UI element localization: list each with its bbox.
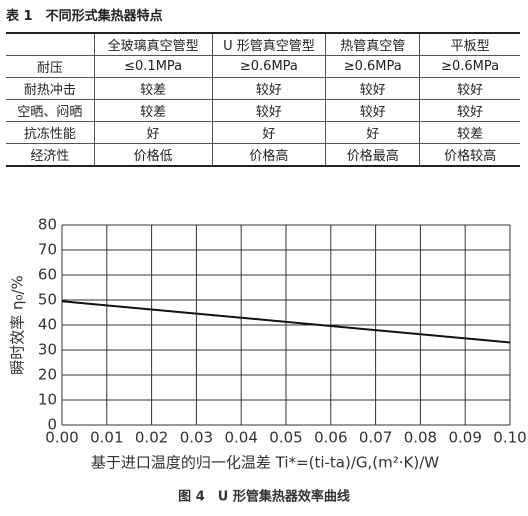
table-cell: 较好 xyxy=(419,77,520,100)
header-row: 全玻璃真空管型 U 形管真空管型 热管真空管 平板型 xyxy=(6,32,520,56)
table-cell: 较好 xyxy=(325,99,420,122)
data-line xyxy=(61,300,511,344)
chart-caption: 图 4 U 形管集热器效率曲线 xyxy=(178,489,350,505)
table-cell: 空晒、闷晒 xyxy=(6,99,95,122)
y-tick-label: 10 xyxy=(38,391,57,409)
x-tick-label: 0.00 xyxy=(45,429,78,447)
y-tick-label: 30 xyxy=(38,341,57,359)
x-tick-label: 0.09 xyxy=(448,429,481,447)
header-cell: 平板型 xyxy=(419,32,520,56)
table: 全玻璃真空管型 U 形管真空管型 热管真空管 平板型 耐压 ≤0.1MPa ≥0.6MPa ≥… xyxy=(6,32,520,167)
header-cell: U 形管真空管型 xyxy=(211,32,326,56)
header-cell: 热管真空管 xyxy=(325,32,420,56)
table-row: 空晒、闷晒 较差 较好 较好 较好 xyxy=(6,99,520,122)
y-tick-label: 20 xyxy=(38,366,57,384)
table-cell: ≥0.6MPa xyxy=(419,55,520,78)
x-axis-label: 基于进口温度的归一化温差 Ti*=(ti-ta)/G,(m²·K)/W xyxy=(91,454,439,472)
table-cell: 价格低 xyxy=(93,143,213,167)
table-cell: 好 xyxy=(93,121,213,144)
table-row: 耐压 ≤0.1MPa ≥0.6MPa ≥0.6MPa ≥0.6MPa xyxy=(6,55,520,78)
table-cell: 较好 xyxy=(211,77,326,100)
y-tick-label: 40 xyxy=(38,316,57,334)
table-cell: 较好 xyxy=(325,77,420,100)
table-title: 表 1 不同形式集热器特点 xyxy=(6,9,163,24)
table-cell: 抗冻性能 xyxy=(6,121,95,144)
y-tick-label: 50 xyxy=(38,291,57,309)
table-row: 经济性 价格低 价格高 价格最高 价格较高 xyxy=(6,143,520,167)
table-cell: 较差 xyxy=(93,99,213,122)
table-cell: 较差 xyxy=(93,77,213,100)
y-tick-label: 70 xyxy=(38,241,57,259)
table-cell: ≥0.6MPa xyxy=(325,55,420,78)
table-cell: 耐压 xyxy=(6,55,95,78)
table-cell: 价格较高 xyxy=(419,143,520,167)
x-tick-label: 0.06 xyxy=(314,429,347,447)
table-cell: ≥0.6MPa xyxy=(211,55,326,78)
table-cell: 价格高 xyxy=(211,143,326,167)
x-tick-label: 0.04 xyxy=(224,429,257,447)
table-cell: 耐热冲击 xyxy=(6,77,95,100)
table-cell: ≤0.1MPa xyxy=(93,55,213,78)
y-tick-label: 60 xyxy=(38,266,57,284)
table-cell: 好 xyxy=(325,121,420,144)
y-tick-label: 80 xyxy=(38,216,57,234)
header-cell xyxy=(6,32,95,56)
y-axis-label: 瞬时效率 η₀/% xyxy=(9,275,27,375)
x-tick-label: 0.07 xyxy=(359,429,392,447)
header-cell: 全玻璃真空管型 xyxy=(93,32,213,56)
x-tick-label: 0.03 xyxy=(180,429,213,447)
table-cell: 较好 xyxy=(419,99,520,122)
table-row: 抗冻性能好好好较差 xyxy=(6,121,520,144)
x-tick-label: 0.02 xyxy=(135,429,168,447)
table-cell: 经济性 xyxy=(6,143,95,167)
x-tick-label: 0.01 xyxy=(90,429,123,447)
x-tick-label: 0.08 xyxy=(404,429,437,447)
y-tick-label: 0 xyxy=(47,416,57,434)
x-tick-label: 0.05 xyxy=(269,429,302,447)
table-cell: 较好 xyxy=(211,99,326,122)
table-row: 耐热冲击 较差 较好 较好 较好 xyxy=(6,77,520,100)
table-cell: 价格最高 xyxy=(325,143,420,167)
x-tick-label: 0.10 xyxy=(493,429,526,447)
table-cell: 较差 xyxy=(419,121,520,144)
table-cell: 好 xyxy=(211,121,326,144)
